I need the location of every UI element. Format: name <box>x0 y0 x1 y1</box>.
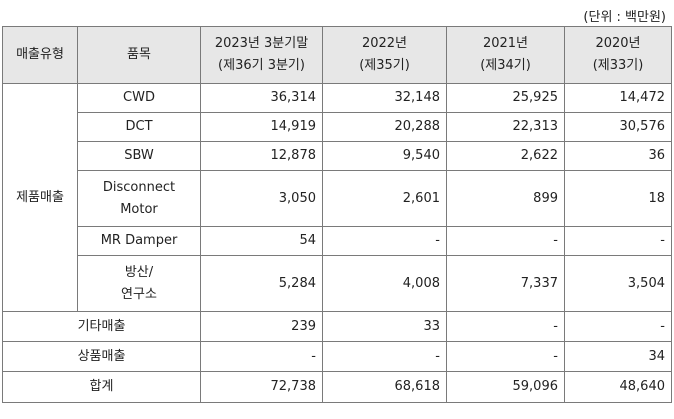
header-year-line1: 2021년 <box>482 36 529 51</box>
value-cell: 25,925 <box>446 83 565 113</box>
header-year-line2: (제35기) <box>359 58 410 73</box>
value-cell: - <box>564 311 672 342</box>
header-year-line1: 2020년 <box>595 36 641 51</box>
table-row-other-sales: 기타매출 239 33 - - <box>2 311 672 342</box>
value-cell: - <box>446 341 565 372</box>
value-cell: - <box>200 341 323 372</box>
header-year-line1: 2022년 <box>361 36 408 51</box>
total-label: 합계 <box>2 371 201 403</box>
value-cell: 54 <box>200 226 323 256</box>
header-year-line2: (제36기 3분기) <box>218 58 305 73</box>
value-cell: - <box>446 226 565 256</box>
value-cell: 14,472 <box>564 83 672 113</box>
total-value: 59,096 <box>446 371 565 403</box>
sales-table: 매출유형 품목 2023년 3분기말 (제36기 3분기) 2022년 (제35… <box>2 26 672 403</box>
value-cell: 3,504 <box>564 255 672 312</box>
item-line1: Disconnect <box>102 179 176 195</box>
item-cell: 방산/ 연구소 <box>77 255 201 312</box>
header-row: 매출유형 품목 2023년 3분기말 (제36기 3분기) 2022년 (제35… <box>2 26 672 84</box>
item-cell: CWD <box>77 83 201 113</box>
table-row-mr-damper: MR Damper 54 - - - <box>3 226 672 256</box>
total-value: 48,640 <box>564 371 672 403</box>
header-year-line2: (제33기) <box>592 58 644 73</box>
group-label-product-sales: 제품매출 <box>2 83 78 312</box>
value-cell: 18 <box>564 170 672 227</box>
item-line2: Motor <box>120 201 158 217</box>
table-row-dct: DCT 14,919 20,288 22,313 30,576 <box>3 112 672 142</box>
table-row-cwd: 제품매출 CWD 36,314 32,148 25,925 14,472 <box>2 83 672 312</box>
value-cell: 30,576 <box>564 112 672 142</box>
total-value: 68,618 <box>322 371 447 403</box>
value-cell: 36 <box>564 141 672 171</box>
value-cell: 33 <box>322 311 447 342</box>
value-cell: 2,601 <box>322 170 447 227</box>
unit-note: (단위 : 백만원) <box>583 10 666 25</box>
header-year-2020: 2020년 (제33기) <box>564 26 672 84</box>
table-row-sbw: SBW 12,878 9,540 2,622 36 <box>3 141 672 171</box>
table-row-disconnect-motor: Disconnect Motor 3,050 2,601 899 18 <box>3 170 672 227</box>
value-cell: 3,050 <box>200 170 323 227</box>
value-cell: 32,148 <box>322 83 447 113</box>
header-year-2023q3: 2023년 3분기말 (제36기 3분기) <box>200 26 323 84</box>
header-year-2022: 2022년 (제35기) <box>322 26 447 84</box>
total-value: 72,738 <box>200 371 323 403</box>
item-cell: MR Damper <box>77 226 201 256</box>
value-cell: - <box>322 341 447 372</box>
value-cell: - <box>322 226 447 256</box>
value-cell: 899 <box>446 170 565 227</box>
value-cell: 36,314 <box>200 83 323 113</box>
header-year-2021: 2021년 (제34기) <box>446 26 565 84</box>
table-row-defense-lab: 방산/ 연구소 5,284 4,008 7,337 3,504 <box>3 255 672 312</box>
item-cell: SBW <box>77 141 201 171</box>
value-cell: 5,284 <box>200 255 323 312</box>
header-year-line2: (제34기) <box>480 58 531 73</box>
value-cell: 20,288 <box>322 112 447 142</box>
value-cell: 14,919 <box>200 112 323 142</box>
value-cell: - <box>446 311 565 342</box>
value-cell: 2,622 <box>446 141 565 171</box>
header-item: 품목 <box>77 26 201 84</box>
item-cell: Disconnect Motor <box>77 170 201 227</box>
value-cell: 12,878 <box>200 141 323 171</box>
value-cell: 239 <box>200 311 323 342</box>
row-label: 기타매출 <box>2 311 201 342</box>
table-row-total: 합계 72,738 68,618 59,096 48,640 <box>2 371 672 403</box>
item-line1: 방산/ <box>124 264 154 280</box>
value-cell: 9,540 <box>322 141 447 171</box>
value-cell: 7,337 <box>446 255 565 312</box>
value-cell: 34 <box>564 341 672 372</box>
value-cell: 22,313 <box>446 112 565 142</box>
value-cell: 4,008 <box>322 255 447 312</box>
item-line2: 연구소 <box>121 286 157 302</box>
item-cell: DCT <box>77 112 201 142</box>
table-row-merchandise-sales: 상품매출 - - - 34 <box>2 341 672 372</box>
row-label: 상품매출 <box>2 341 201 372</box>
header-year-line1: 2023년 3분기말 <box>214 36 309 51</box>
value-cell: - <box>564 226 672 256</box>
header-type: 매출유형 <box>2 26 78 84</box>
